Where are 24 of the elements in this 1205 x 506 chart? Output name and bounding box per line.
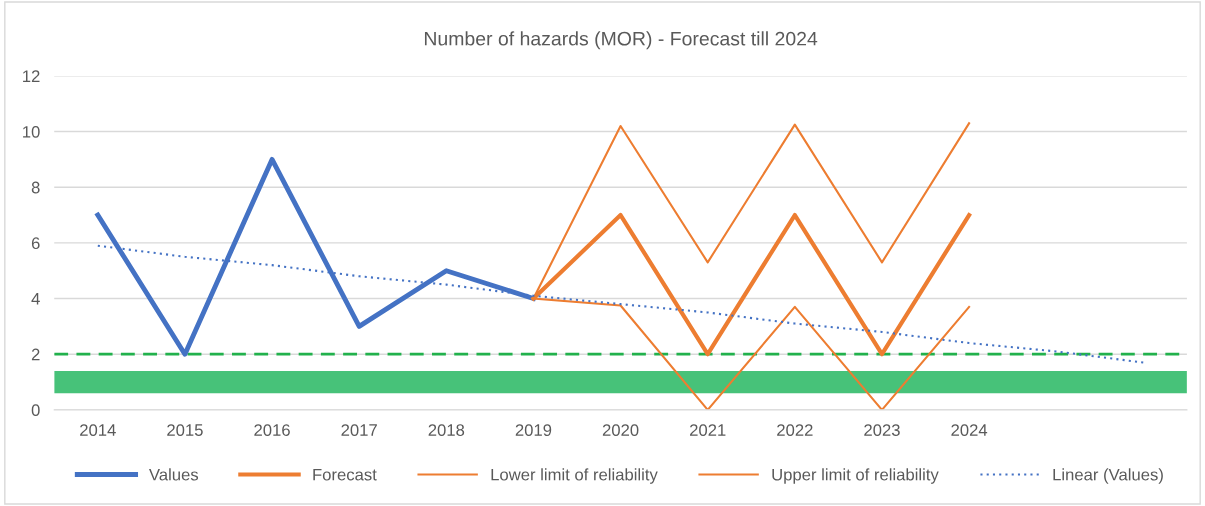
y-tick-label: 12 [23,70,40,82]
y-tick-label: 8 [31,181,40,194]
x-tick-label: 2023 [864,424,900,436]
legend-label: Forecast [313,468,377,481]
x-tick-label: 2014 [80,424,116,436]
x-tick-label: 2018 [428,424,465,436]
x-tick-label: 2022 [777,424,813,436]
x-tick-label: 2019 [515,424,552,436]
y-tick-label: 6 [31,237,40,250]
chart-title: Number of hazards (MOR) - Forecast till 2024 [424,31,818,50]
legend-label: Values [149,468,199,481]
legend-label: Lower limit of reliability [491,468,658,484]
y-tick-label: 10 [23,125,40,138]
y-tick-label: 4 [31,293,40,305]
legend-label: Linear (Values) [1053,468,1163,484]
x-tick-label: 2015 [167,424,203,436]
x-tick-label: 2016 [254,424,290,436]
x-tick-label: 2020 [602,424,639,436]
legend-label: Upper limit of reliability [772,468,939,484]
y-tick-label: 0 [31,404,40,417]
x-tick-label: 2021 [690,424,726,436]
x-tick-label: 2017 [341,424,377,436]
x-tick-label: 2024 [951,424,988,436]
y-tick-label: 2 [31,348,40,361]
